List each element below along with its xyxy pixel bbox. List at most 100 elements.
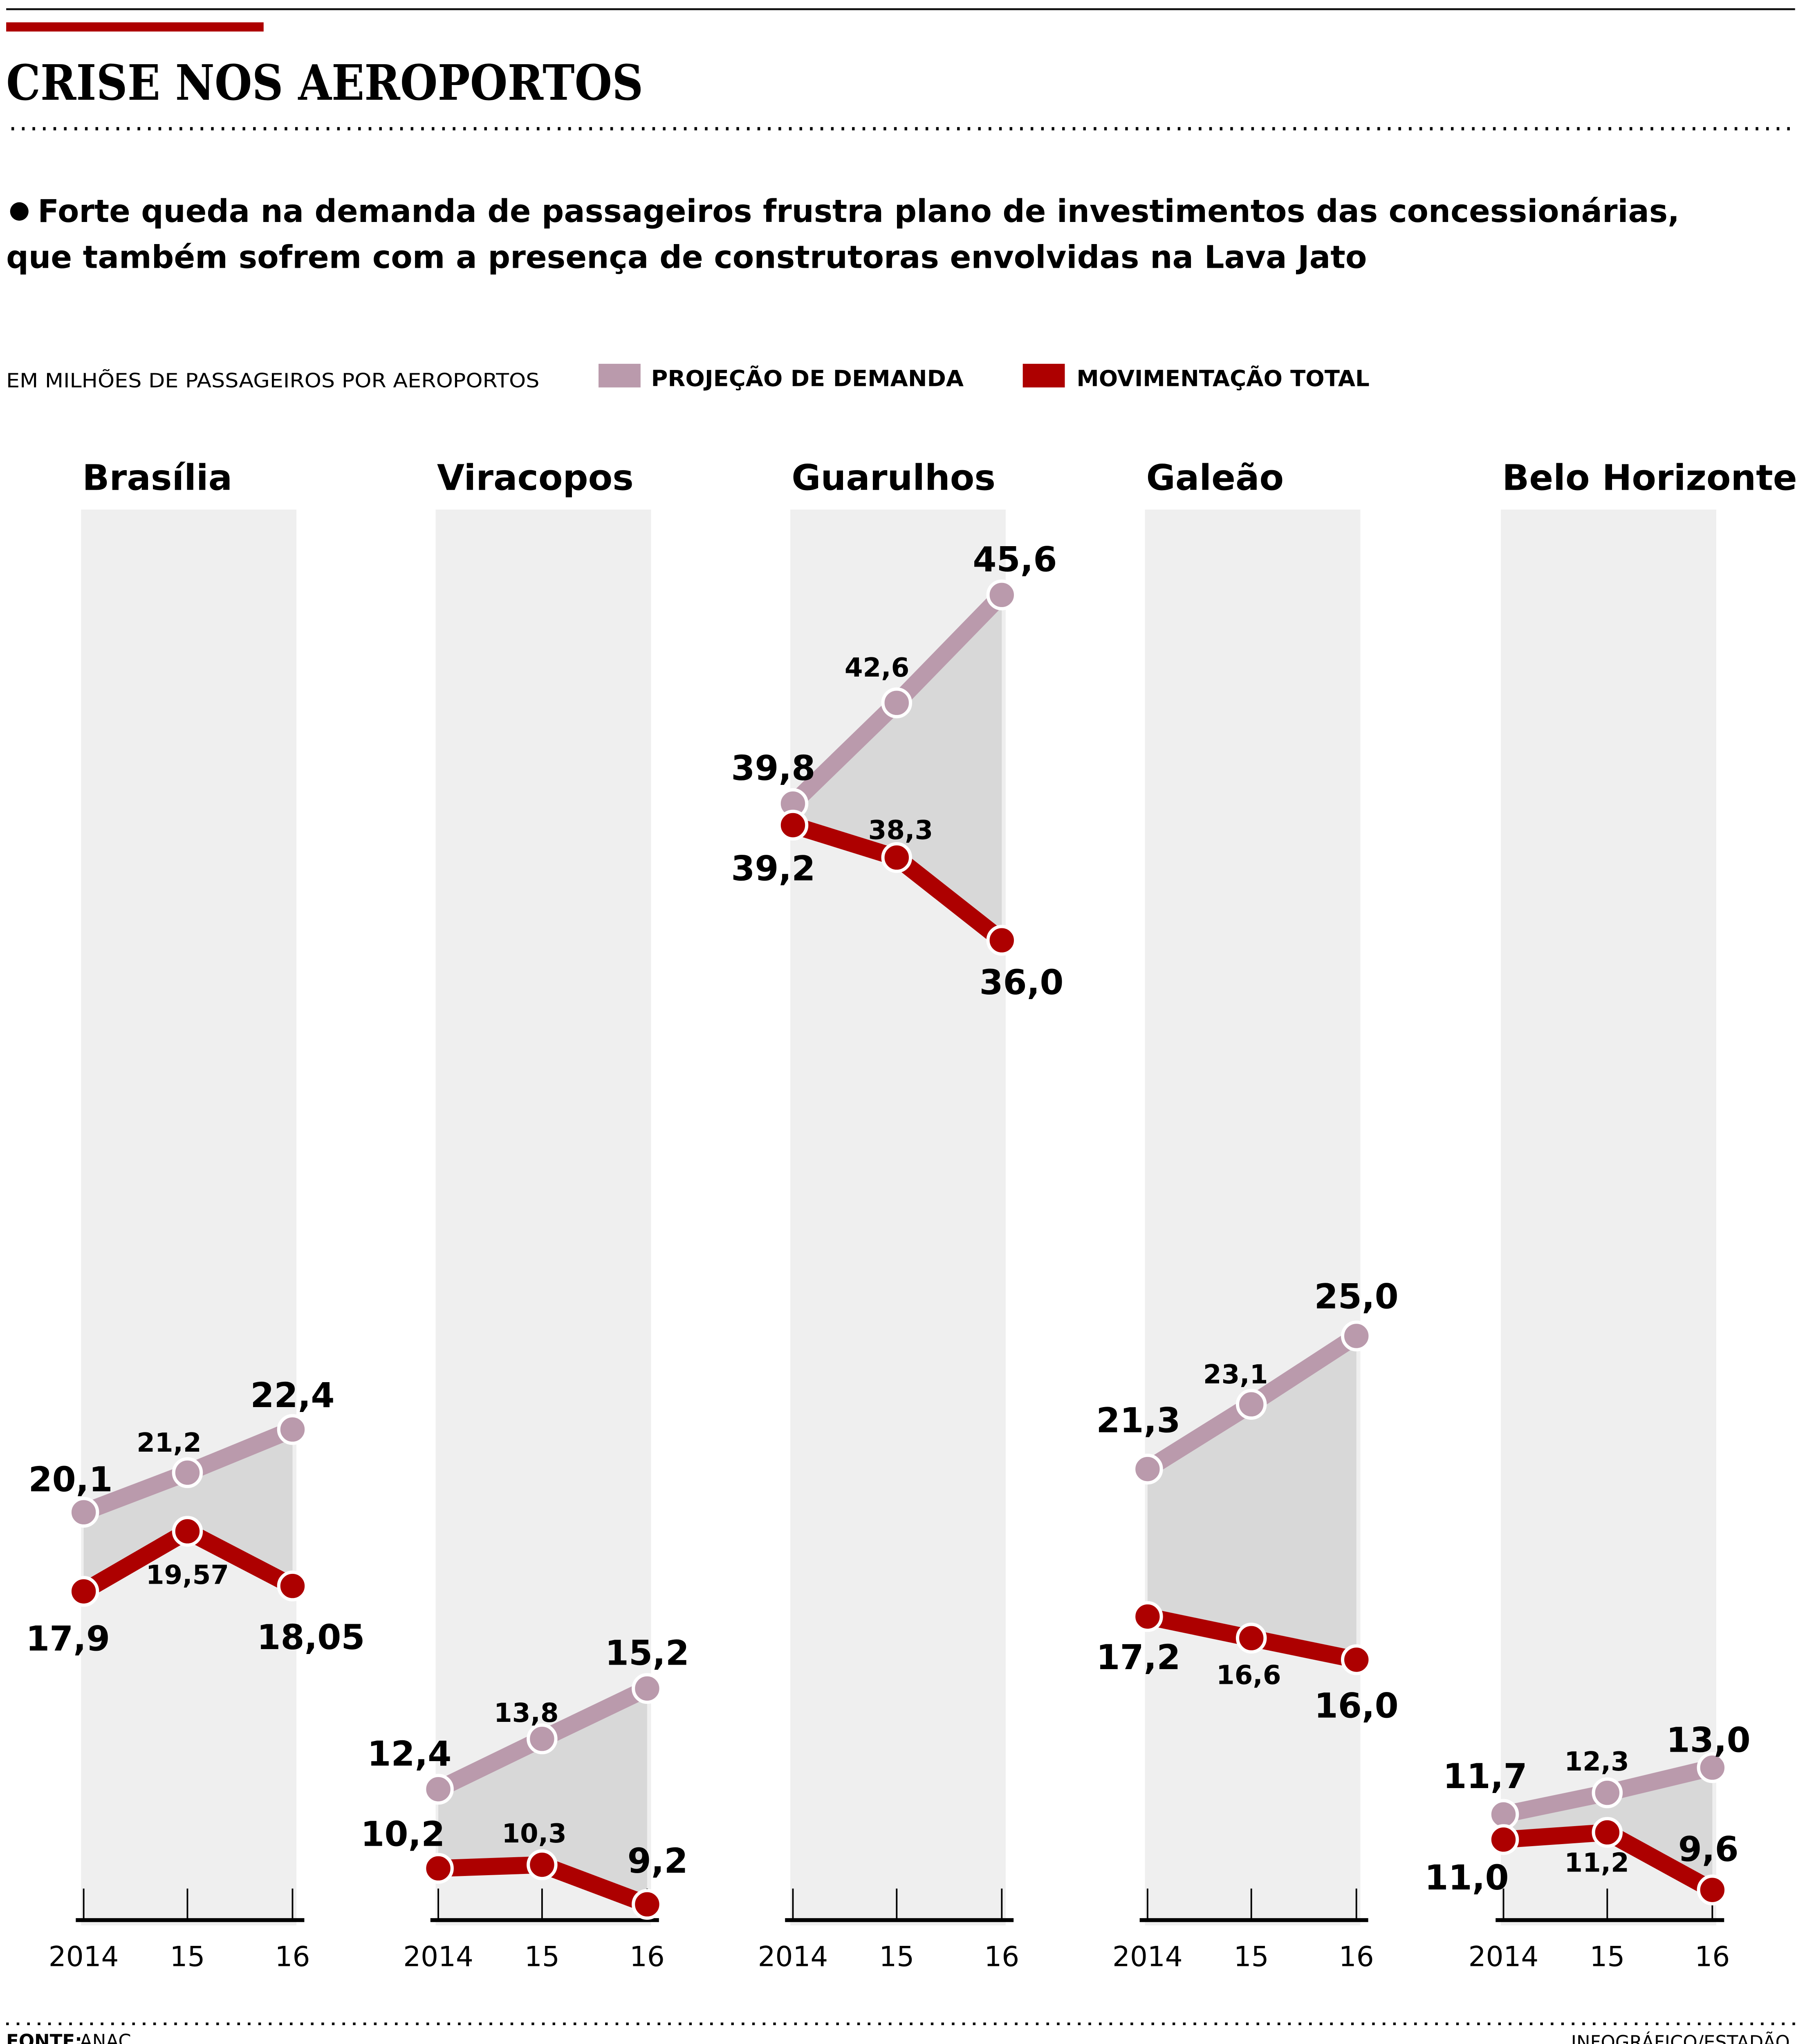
total-point <box>423 1853 454 1884</box>
total-point <box>632 1889 663 1920</box>
total-point <box>172 1516 203 1547</box>
panel-belo-horizonte: Belo Horizonte 2014 15 16 11,7 12,3 13,0 11,0 11… <box>1425 457 1796 1972</box>
panel-background <box>81 509 297 1925</box>
total-point <box>1235 1623 1267 1654</box>
projection-point <box>1235 1389 1267 1420</box>
gap-area <box>793 595 1002 941</box>
panel-title: Viracopos <box>437 457 634 498</box>
x-tick-label: 15 <box>170 1940 205 1972</box>
x-tick-label: 16 <box>984 1940 1019 1972</box>
total-point <box>527 1849 558 1880</box>
x-tick-label: 2014 <box>49 1940 119 1972</box>
data-label: 11,7 <box>1443 1756 1527 1796</box>
panel-title: Galeão <box>1146 457 1284 498</box>
x-tick-label: 2014 <box>1112 1940 1183 1972</box>
data-label: 10,3 <box>502 1818 567 1849</box>
data-label: 15,2 <box>605 1633 689 1673</box>
x-tick-label: 2014 <box>758 1940 828 1972</box>
data-label: 13,0 <box>1666 1720 1751 1760</box>
total-point <box>1341 1644 1372 1675</box>
source-value: ANAC <box>80 2031 131 2044</box>
data-label: 11,0 <box>1425 1858 1509 1898</box>
x-tick-label: 15 <box>525 1940 560 1972</box>
x-tick-label: 2014 <box>403 1940 473 1972</box>
projection-point <box>881 687 913 719</box>
data-label: 25,0 <box>1314 1277 1399 1317</box>
panel-title: Brasília <box>82 457 232 498</box>
x-tick-label: 15 <box>1234 1940 1269 1972</box>
panel-title: Belo Horizonte <box>1502 457 1796 498</box>
projection-point <box>423 1774 454 1805</box>
panel-guarulhos: Guarulhos 2014 15 16 39,8 42,6 45,6 39,2 38,3 36,… <box>731 457 1063 1972</box>
data-label: 18,05 <box>257 1617 365 1657</box>
x-tick-label: 16 <box>1695 1940 1730 1972</box>
legend: PROJEÇÃO DE DEMANDA MOVIMENTAÇÃO TOTAL <box>599 363 1370 392</box>
data-label: 9,6 <box>1678 1829 1739 1869</box>
total-point <box>986 925 1018 956</box>
legend-label-total: MOVIMENTAÇÃO TOTAL <box>1076 365 1369 392</box>
panel-bras-lia: Brasília 2014 15 16 20,1 21,2 22,4 17,9 19,57 18,… <box>26 457 365 1972</box>
data-label: 36,0 <box>979 962 1063 1002</box>
projection-point <box>68 1497 99 1528</box>
unit-note: EM MILHÕES DE PASSAGEIROS POR AEROPORTOS <box>6 369 539 392</box>
subtitle-line-2: que também sofrem com a presença de cons… <box>6 239 1367 276</box>
data-label: 9,2 <box>628 1841 688 1881</box>
data-label: 39,2 <box>731 848 815 888</box>
total-point <box>68 1576 99 1607</box>
accent-bar <box>6 22 264 32</box>
x-tick-label: 15 <box>879 1940 914 1972</box>
projection-point <box>172 1457 203 1488</box>
data-label: 17,2 <box>1096 1637 1180 1677</box>
panel-gale-o: Galeão 2014 15 16 21,3 23,1 25,0 17,2 16,6 16,0 <box>1096 457 1398 1972</box>
total-point <box>881 842 913 873</box>
x-tick-label: 15 <box>1590 1940 1625 1972</box>
projection-point <box>1697 1752 1728 1783</box>
data-label: 12,4 <box>367 1734 451 1774</box>
projection-point <box>277 1414 308 1445</box>
total-point <box>777 809 809 841</box>
page-title: CRISE NOS AEROPORTOS <box>6 54 643 112</box>
projection-point <box>527 1723 558 1755</box>
data-label: 12,3 <box>1564 1746 1629 1777</box>
data-label: 21,2 <box>137 1428 202 1458</box>
data-label: 21,3 <box>1096 1401 1180 1441</box>
gap-area <box>438 1688 647 1905</box>
panel-background <box>1145 509 1361 1925</box>
legend-label-projection: PROJEÇÃO DE DEMANDA <box>651 365 964 392</box>
credit: INFOGRÁFICO/ESTADÃO <box>1571 2032 1790 2044</box>
total-point <box>1592 1817 1623 1848</box>
bullet-icon <box>10 202 29 221</box>
data-label: 45,6 <box>973 540 1057 580</box>
projection-point <box>1592 1777 1623 1809</box>
total-point <box>1488 1824 1519 1855</box>
panel-background <box>435 509 651 1925</box>
x-tick-label: 2014 <box>1469 1940 1539 1972</box>
x-tick-label: 16 <box>630 1940 665 1972</box>
total-point <box>1132 1601 1163 1632</box>
total-point <box>1697 1874 1728 1905</box>
data-label: 19,57 <box>146 1560 229 1590</box>
legend-swatch-total <box>1022 363 1065 388</box>
data-label: 42,6 <box>845 652 910 683</box>
data-label: 39,8 <box>731 748 815 788</box>
data-label: 11,2 <box>1564 1848 1629 1878</box>
data-label: 22,4 <box>250 1375 334 1415</box>
source-label: FONTE: <box>6 2031 82 2044</box>
data-label: 23,1 <box>1203 1359 1268 1390</box>
data-label: 38,3 <box>868 815 933 846</box>
projection-point <box>986 579 1018 611</box>
panel-viracopos: Viracopos 2014 15 16 12,4 13,8 15,2 10,2 10,3 9,2 <box>361 457 689 1972</box>
data-label: 10,2 <box>361 1814 445 1854</box>
x-tick-label: 16 <box>275 1940 310 1972</box>
data-label: 13,8 <box>494 1698 559 1728</box>
data-label: 20,1 <box>29 1459 113 1499</box>
data-label: 16,0 <box>1314 1685 1399 1726</box>
projection-point <box>632 1673 663 1704</box>
panel-background <box>1501 509 1716 1925</box>
gap-area <box>1147 1336 1357 1660</box>
data-label: 16,6 <box>1216 1660 1281 1691</box>
projection-point <box>1132 1453 1163 1485</box>
projection-point <box>1488 1799 1519 1830</box>
total-point <box>277 1570 308 1602</box>
